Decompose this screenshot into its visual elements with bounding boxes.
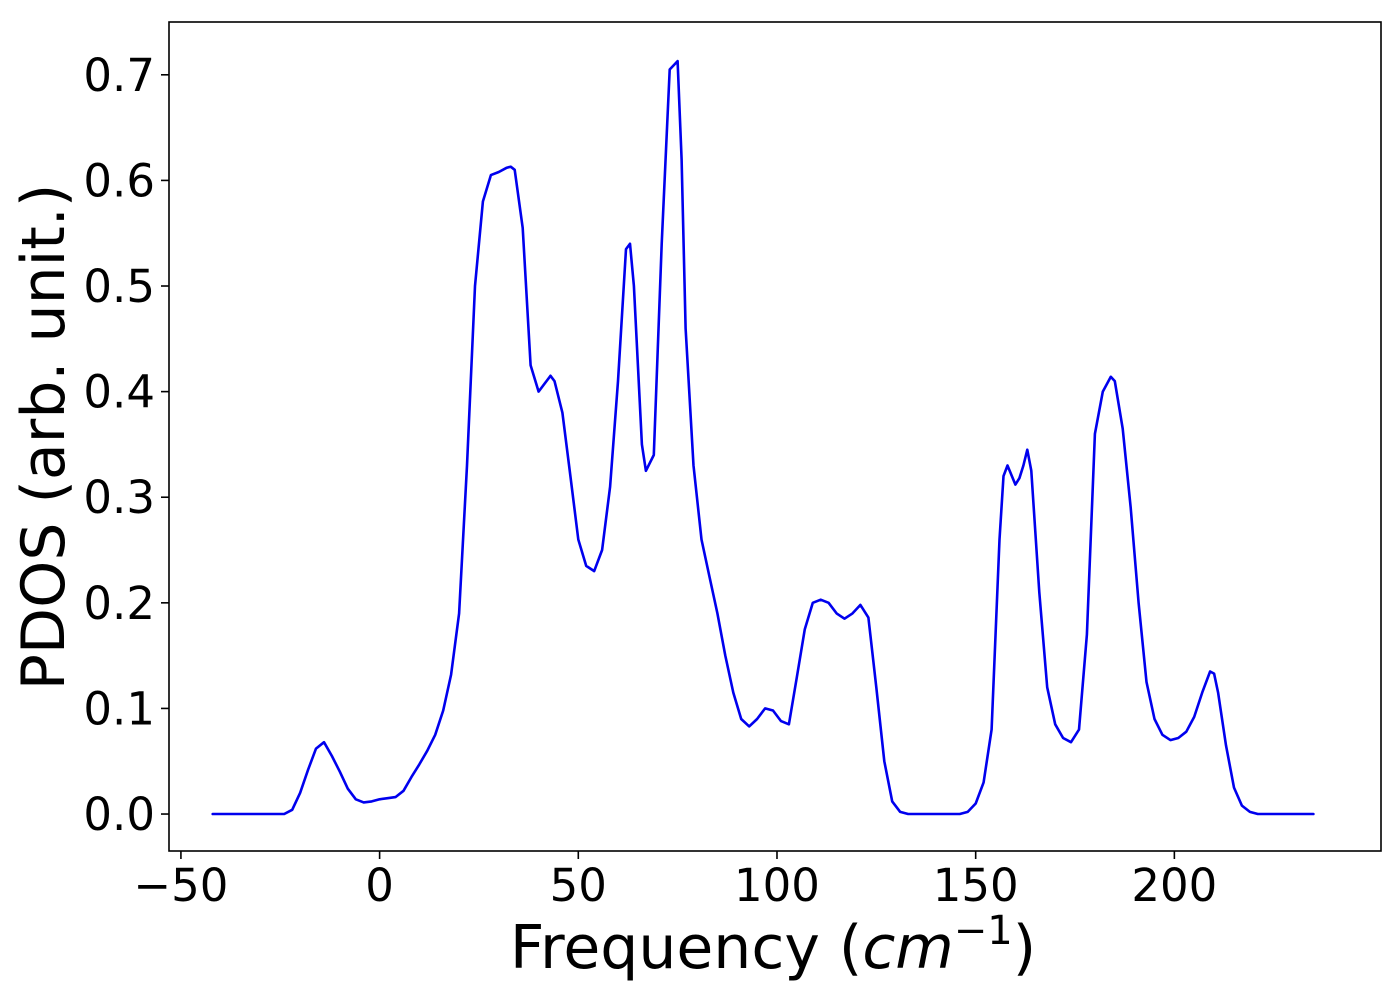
x-tick-label: 150 [933, 859, 1019, 912]
x-tick-label: 50 [550, 859, 607, 912]
x-axis-label-text: Frequency ( [510, 913, 862, 983]
y-tick-label: 0.3 [83, 471, 155, 524]
y-tick-label: 0.7 [83, 49, 155, 102]
y-axis-ticks: 0.0 0.1 0.2 0.3 0.4 0.5 0.6 0.7 [83, 49, 169, 841]
plot-frame [168, 21, 1382, 852]
y-tick-label: 0.2 [83, 577, 155, 630]
x-tick-label: 200 [1131, 859, 1217, 912]
series-layer [211, 59, 1315, 816]
x-tick-label: 0 [365, 859, 394, 912]
x-axis-label: Frequency (cm−1) [510, 908, 1036, 983]
x-axis-ticks: −50 0 50 100 150 200 [133, 851, 1217, 912]
series-line [211, 59, 1315, 816]
y-tick-label: 0.4 [83, 366, 155, 419]
y-axis-label: PDOS (arb. unit.) [9, 184, 79, 691]
y-tick-label: 0.6 [83, 154, 155, 207]
x-tick-label: 100 [734, 859, 820, 912]
y-tick-label: 0.1 [83, 682, 155, 735]
x-axis-label-unit: cm [862, 913, 953, 983]
x-axis-label-exponent: −1 [954, 908, 1013, 954]
y-tick-label: 0.0 [83, 788, 155, 841]
x-tick-label: −50 [133, 859, 228, 912]
x-axis-label-close: ) [1013, 913, 1036, 983]
y-tick-label: 0.5 [83, 260, 155, 313]
